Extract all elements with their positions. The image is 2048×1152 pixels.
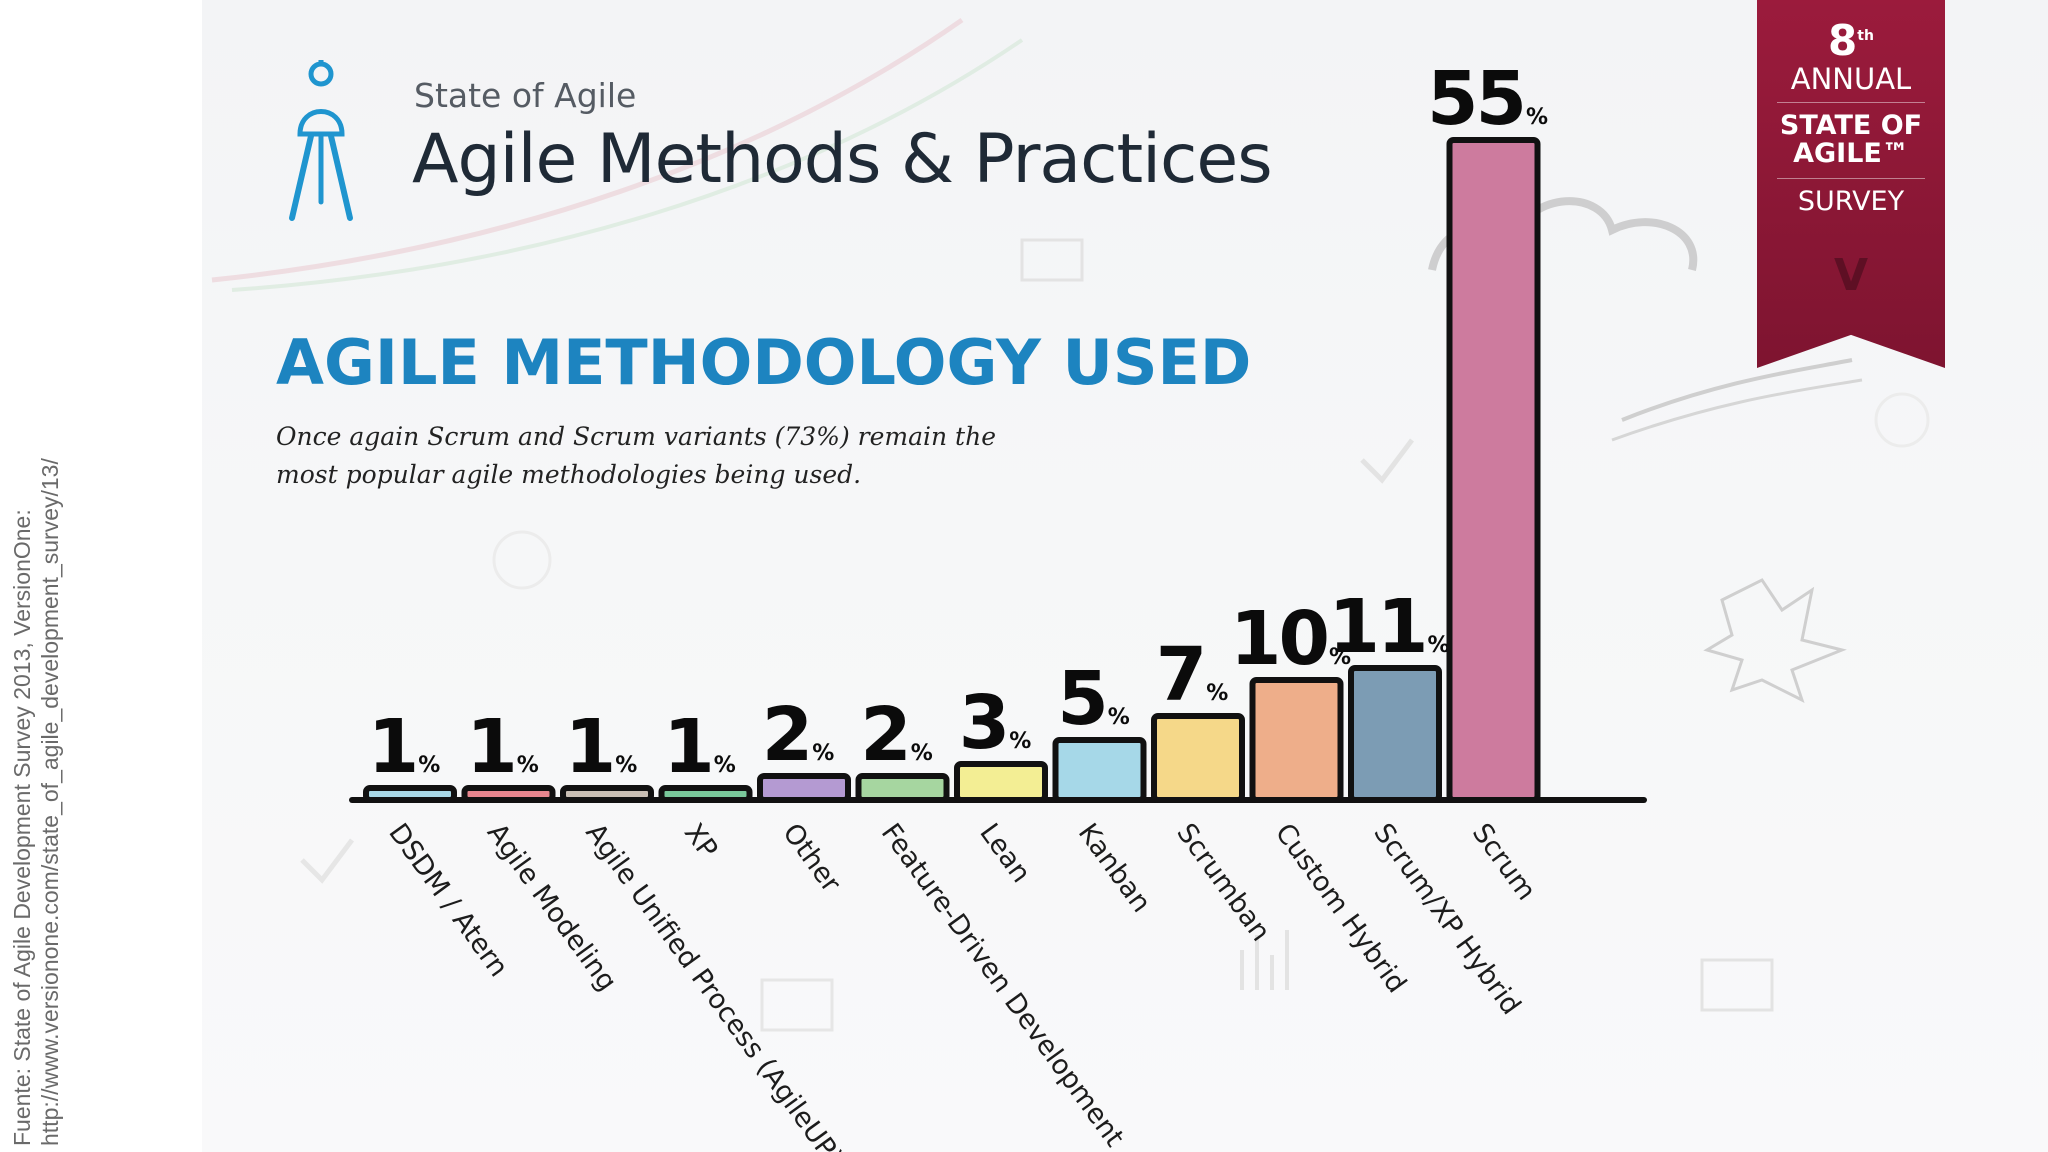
category-label-11: Scrum [1466,818,1542,906]
badge-divider [1777,102,1925,103]
badge-line-survey: SURVEY [1797,186,1905,217]
infographic-slide: State of Agile Agile Methods & Practices… [202,0,2048,1152]
badge-line-annual: ANNUAL [1790,62,1912,96]
bar-8 [1151,713,1245,803]
value-label-0: 1% [368,704,441,790]
section-note: Once again Scrum and Scrum variants (73%… [276,422,996,489]
bar-2 [560,785,654,803]
bar-11 [1446,137,1541,803]
value-label-2: 1% [565,704,638,790]
badge-ordinal-number: 8 [1828,16,1858,65]
badge-divider [1777,178,1925,179]
bar-0 [363,785,457,803]
source-note-line1: Fuente: State of Agile Development Surve… [9,509,35,1146]
badge-line-state-a: STATE OF [1779,110,1923,141]
badge-ordinal-suffix: th [1857,28,1874,44]
value-label-3: 1% [663,704,736,790]
category-label-3: XP [678,818,724,864]
value-label-7: 5% [1057,656,1130,742]
badge-line-state-b: AGILE™ [1793,138,1909,169]
bar-5 [855,773,950,803]
bar-9 [1249,677,1344,803]
survey-badge: 8th ANNUAL STATE OF AGILE™ SURVEY V [1757,0,1945,368]
value-label-6: 3% [959,680,1032,766]
header-kicker: State of Agile [414,76,637,115]
bar-7 [1052,737,1147,803]
section-heading: AGILE METHODOLOGY USED [276,326,1252,399]
bar-10 [1348,665,1442,803]
badge-line-state: STATE OF AGILE™ [1757,112,1945,168]
category-label-8: Scrumban [1170,818,1276,947]
category-label-6: Lean [973,818,1036,889]
value-label-1: 1% [466,704,539,790]
source-note: Fuente: State of Agile Development Surve… [0,0,200,1152]
value-label-10: 11% [1328,584,1449,670]
badge-ordinal: 8th [1757,16,1945,65]
page-title: Agile Methods & Practices [412,120,1273,199]
category-label-4: Other [776,818,847,899]
source-note-line2: http://www.versionone.com/state_of_agile… [37,458,63,1146]
bar-6 [954,761,1048,803]
value-label-8: 7% [1156,632,1229,718]
bar-1 [461,785,556,803]
versionone-logo: V [1833,250,1869,301]
compass-icon [289,60,353,221]
category-label-7: Kanban [1072,818,1157,918]
value-label-11: 55% [1427,56,1548,142]
bar-4 [757,773,851,803]
bar-3 [658,785,753,803]
value-label-9: 10% [1230,596,1351,682]
value-label-5: 2% [860,692,933,778]
value-label-4: 2% [762,692,835,778]
